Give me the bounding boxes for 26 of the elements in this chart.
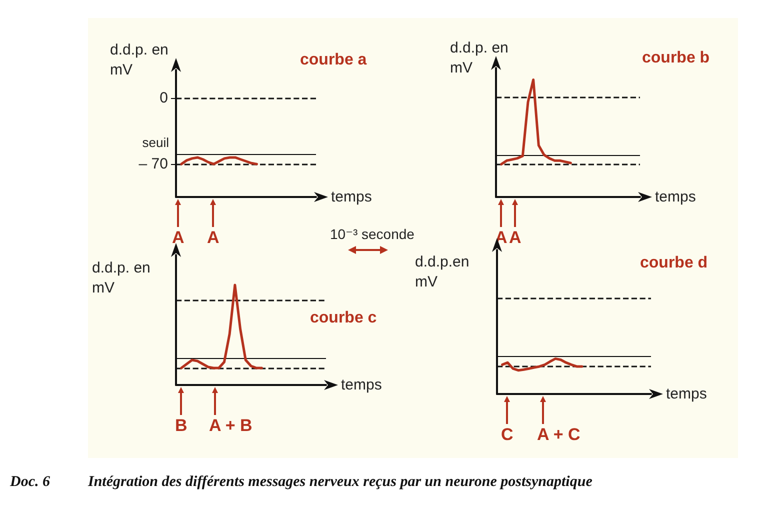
text: Intégration des différents messages nerveux reçus par un neurone postsynaptique [88, 474, 592, 491]
x-axis-title: temps [341, 376, 382, 394]
y-tick-label: – 70 [138, 156, 168, 173]
y-axis-title: d.d.p.en mV [415, 254, 474, 290]
text: A [207, 228, 220, 247]
y-axis-title: d.d.p. en mV [92, 260, 155, 296]
chart-title: courbe d [640, 254, 708, 272]
y-tick-label: 0 [160, 90, 168, 107]
line-series [180, 156, 258, 166]
text: 10⁻³ seconde [330, 226, 414, 243]
x-axis-title: temps [331, 188, 372, 206]
text: A + B [209, 416, 252, 435]
text: B [175, 416, 188, 435]
text: courbe b [642, 50, 710, 66]
text: A + C [537, 425, 580, 444]
ref-line-label: seuil [142, 135, 170, 150]
y-axis-title: d.d.p. en mV [110, 42, 173, 78]
x-axis-title: temps [666, 386, 707, 402]
text: A [509, 228, 522, 247]
text: Doc. 6 [10, 474, 50, 491]
y-axis-title: d.d.p. en mV [450, 40, 513, 76]
text: A [172, 228, 184, 247]
text: C [501, 425, 514, 444]
text: courbe c [310, 310, 377, 326]
chart-title: courbe a [300, 52, 367, 68]
x-axis-title: temps [655, 188, 696, 206]
